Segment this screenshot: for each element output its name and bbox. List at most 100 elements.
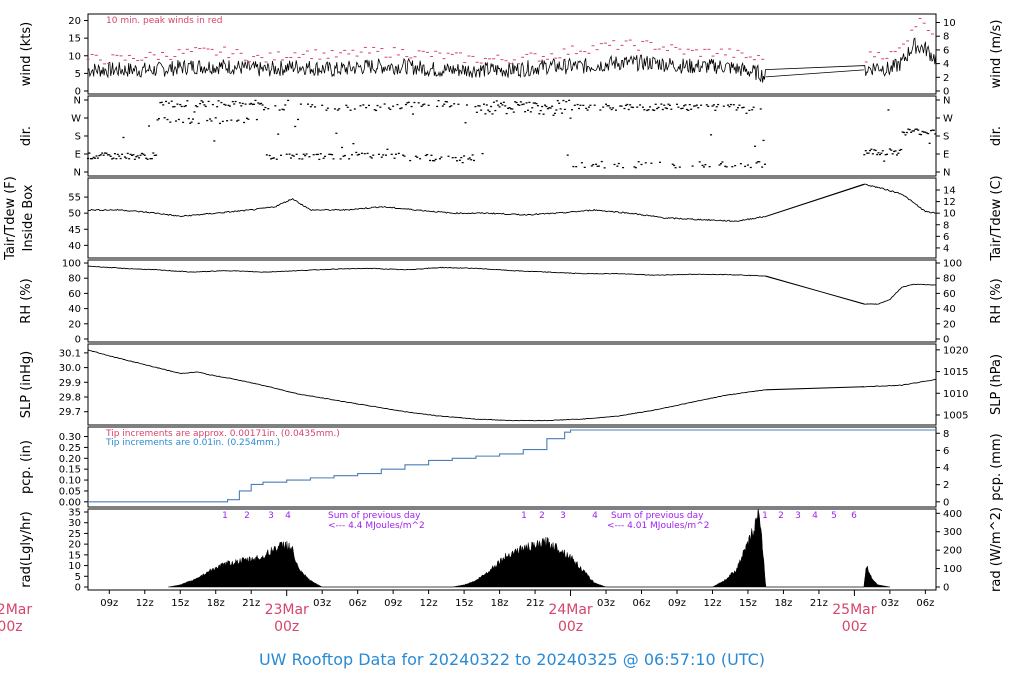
pcp-note-1: Tip increments are approx. 0.00171in. (0… <box>105 429 340 439</box>
rad-right-tick-label: 400 <box>943 509 962 520</box>
rh-series-line <box>87 265 936 305</box>
pcp-left-tick-label: 0.15 <box>59 465 81 476</box>
slp-panel-frame <box>87 343 937 426</box>
time-tick-label: 09z <box>384 598 402 609</box>
temp-right-tick-label: 10 <box>943 209 956 220</box>
time-tick-label: 18z <box>491 598 509 609</box>
dir-right-tick-label: N <box>943 168 950 179</box>
slp-right-tick-label: 1020 <box>943 345 968 356</box>
dir-right-tick-label: S <box>943 132 949 143</box>
rad-right-tick-label: 0 <box>943 583 949 594</box>
day-label: 23Mar <box>265 602 309 618</box>
rh-left-tick-label: 0 <box>75 335 81 346</box>
rad-left-tick-label: 15 <box>68 550 81 561</box>
wind-left-tick-label: 5 <box>75 69 81 80</box>
rad-hour-marker: 3 <box>560 511 566 521</box>
wind-left-tick-label: 20 <box>68 16 81 27</box>
pcp-panel-frame <box>87 426 937 508</box>
rad-hour-marker: 2 <box>244 511 250 521</box>
time-tick-label: 18z <box>207 598 225 609</box>
rad-hour-marker: 3 <box>795 511 801 521</box>
pcp-left-tick-label: 0.00 <box>59 497 81 508</box>
rad-sum-label-2: Sum of previous day <box>611 511 704 521</box>
time-tick-label: 03z <box>313 598 331 609</box>
temp-right-tick-label: 8 <box>943 220 949 231</box>
dir-left-tick-label: E <box>75 150 81 161</box>
slp-right-axis-label: SLP (hPa) <box>989 354 1004 415</box>
slp-left-axis-label: SLP (inHg) <box>19 351 34 419</box>
pcp-right-tick-label: 2 <box>943 480 949 491</box>
time-tick-label: 03z <box>881 598 899 609</box>
slp-left-tick-label: 30.1 <box>59 348 81 359</box>
time-tick-label: 03z <box>597 598 615 609</box>
rh-left-ticks: 0 20 40 60 80 100 <box>62 259 88 346</box>
pcp-left-tick-label: 0.30 <box>59 432 81 443</box>
wind-series-line <box>87 37 937 83</box>
rh-right-tick-label: 60 <box>943 289 956 300</box>
wind-right-tick-label: 6 <box>943 45 949 56</box>
rh-right-axis-label: RH (%) <box>989 278 1004 323</box>
chart-title: UW Rooftop Data for 20240322 to 20240325… <box>259 650 765 669</box>
pcp-left-tick-label: 0.20 <box>59 454 81 465</box>
rh-right-tick-label: 0 <box>943 335 949 346</box>
direction-marks <box>87 99 937 169</box>
rh-right-ticks: 0 20 40 60 80 100 <box>936 259 962 346</box>
rad-left-tick-label: 10 <box>68 561 81 572</box>
dir-right-tick-label: E <box>943 150 949 161</box>
dir-right-tick-label: W <box>943 114 953 125</box>
rad-hour-marker: 2 <box>778 511 784 521</box>
rad-hour-marker: 1 <box>222 511 228 521</box>
rad-panel-frame <box>87 508 937 591</box>
rh-right-tick-label: 20 <box>943 319 956 330</box>
slp-left-ticks: 29.7 29.8 29.9 30.0 30.1 <box>59 348 88 418</box>
wind-right-tick-label: 0 <box>943 87 949 98</box>
time-tick-label: 09z <box>100 598 118 609</box>
rad-sum-value-1: <--- 4.4 MJoules/m^2 <box>328 521 425 531</box>
wind-left-tick-label: 0 <box>75 87 81 98</box>
rad-left-axis-label: rad(Lgly/hr) <box>19 511 34 587</box>
slp-right-tick-label: 1010 <box>943 389 968 400</box>
wind-left-tick-label: 15 <box>68 34 81 45</box>
rad-hour-marker: 1 <box>521 511 527 521</box>
temp-left-tick-label: 40 <box>68 241 81 252</box>
rad-hour-marker: 4 <box>592 511 598 521</box>
time-tick-label: 06z <box>349 598 367 609</box>
rh-right-tick-label: 80 <box>943 274 956 285</box>
day-hour-label: 00z <box>0 619 23 635</box>
temp-left-axis-label-2: Inside Box <box>21 184 36 251</box>
rh-left-tick-label: 60 <box>68 289 81 300</box>
rad-right-tick-label: 200 <box>943 546 962 557</box>
pcp-left-tick-label: 0.25 <box>59 443 81 454</box>
temp-left-tick-label: 55 <box>68 193 81 204</box>
temp-right-axis-label: Tair/Tdew (C) <box>989 175 1004 261</box>
day-hour-label: 00z <box>558 619 583 635</box>
dir-left-tick-label: S <box>75 132 81 143</box>
rh-left-tick-label: 80 <box>68 274 81 285</box>
time-tick-label: 15z <box>739 598 757 609</box>
temp-right-tick-label: 4 <box>943 243 949 254</box>
time-tick-label: 12z <box>420 598 438 609</box>
peak-wind-marks <box>86 17 934 65</box>
rh-left-tick-label: 40 <box>68 304 81 315</box>
time-tick-label: 21z <box>810 598 828 609</box>
wind-right-tick-label: 8 <box>943 32 949 43</box>
time-tick-label: 12z <box>136 598 154 609</box>
rad-left-tick-label: 5 <box>75 572 81 583</box>
time-tick-label: 15z <box>455 598 473 609</box>
rh-left-tick-label: 100 <box>62 259 81 270</box>
temp-left-tick-label: 50 <box>68 209 81 220</box>
dir-right-axis-label: dir. <box>989 126 1004 146</box>
rad-left-tick-label: 35 <box>68 508 81 519</box>
pcp-note-2: Tip increments are 0.01in. (0.254mm.) <box>105 438 280 448</box>
time-tick-label: 21z <box>526 598 544 609</box>
wind-left-axis-label: wind (kts) <box>19 22 34 86</box>
dir-panel-frame <box>87 95 937 177</box>
dir-left-tick-label: N <box>74 168 81 179</box>
pcp-series-line <box>88 429 936 503</box>
dir-left-tick-label: N <box>74 96 81 107</box>
